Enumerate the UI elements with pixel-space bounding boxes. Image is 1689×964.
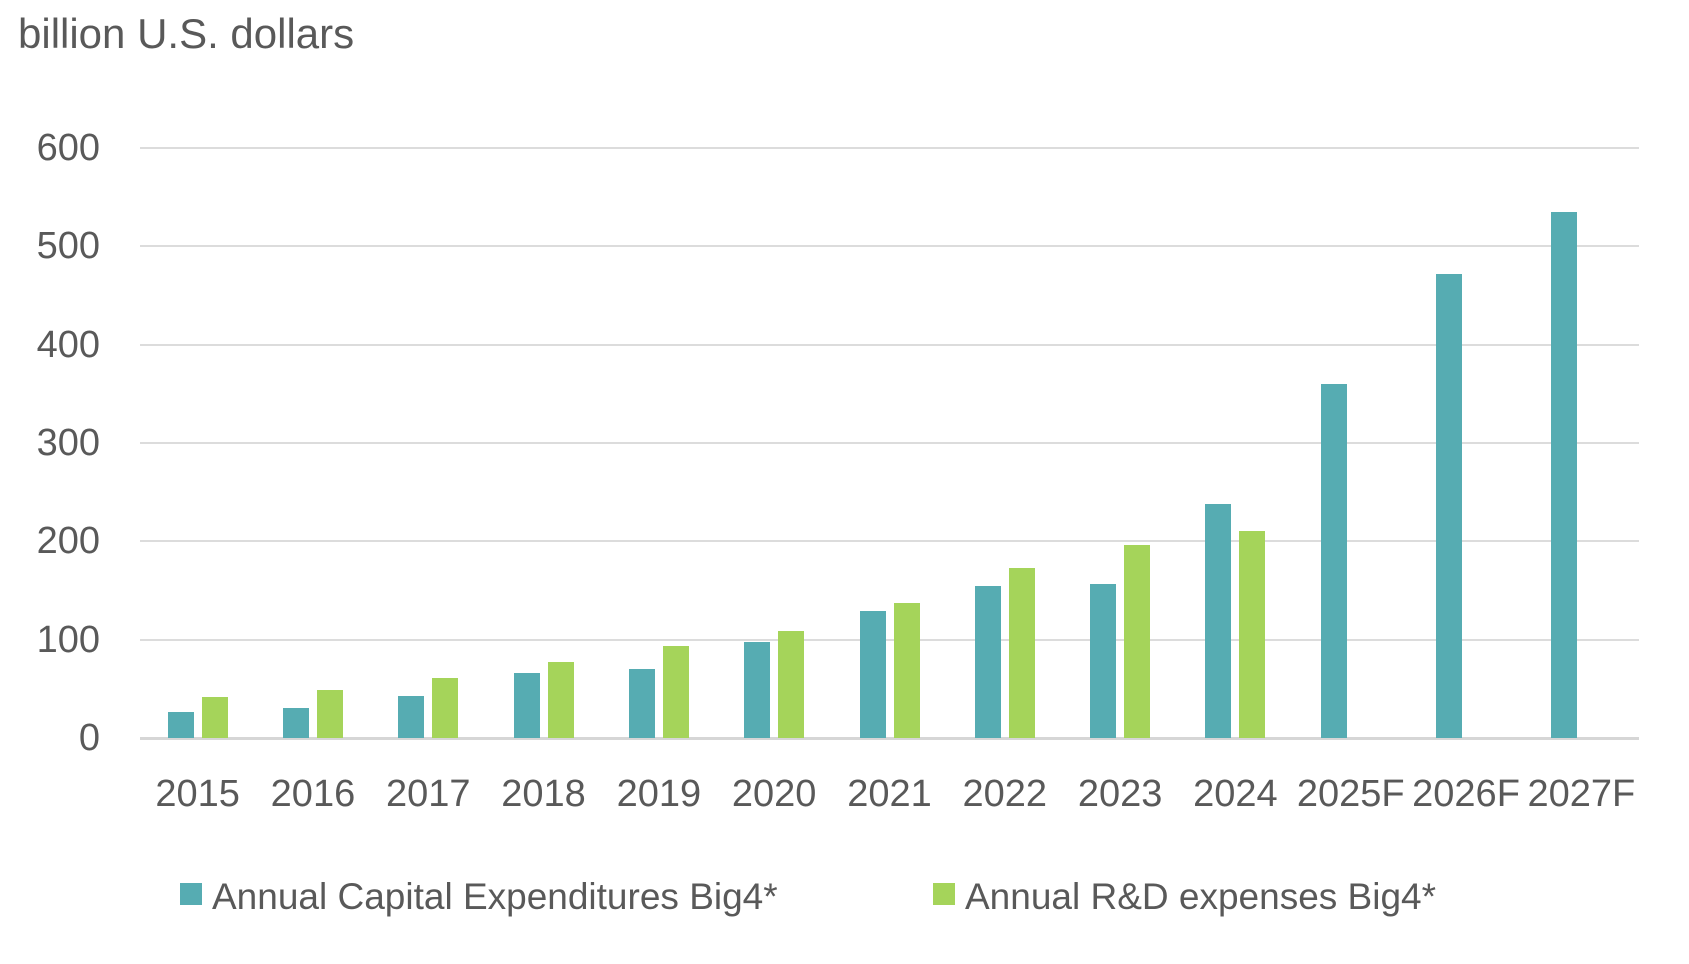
bar-rnd-2015 xyxy=(201,696,228,738)
bar-capex-2023 xyxy=(1090,583,1117,738)
x-axis-label-2022: 2022 xyxy=(962,773,1048,815)
bar-rnd-2019 xyxy=(662,645,689,738)
y-axis-tick-label-600: 600 xyxy=(36,127,100,169)
bar-rnd-2020 xyxy=(778,630,805,738)
bar-rnd-2018 xyxy=(547,662,574,738)
bar-capex-2027F xyxy=(1551,211,1578,738)
x-axis-label-2017: 2017 xyxy=(385,773,471,815)
gridline-600 xyxy=(140,147,1639,149)
x-axis-label-2027F: 2027F xyxy=(1527,773,1636,815)
bar-rnd-2024 xyxy=(1239,530,1266,738)
bar-capex-2022 xyxy=(974,585,1001,738)
bar-rnd-2017 xyxy=(432,678,459,738)
legend-label-capex: Annual Capital Expenditures Big4* xyxy=(212,876,778,917)
gridline-200 xyxy=(140,540,1639,543)
bar-capex-2025F xyxy=(1320,384,1347,738)
bar-rnd-2021 xyxy=(893,603,920,738)
bar-capex-2018 xyxy=(513,673,540,738)
gridline-100 xyxy=(140,638,1639,641)
legend-item-rnd: Annual R&D expenses Big4* xyxy=(933,877,1436,917)
bar-capex-2024 xyxy=(1205,503,1232,738)
bar-rnd-2023 xyxy=(1124,545,1151,738)
x-axis-label-2023: 2023 xyxy=(1077,773,1163,815)
x-axis-label-2025F: 2025F xyxy=(1296,773,1405,815)
legend-swatch-capex-icon xyxy=(180,883,202,905)
y-axis-tick-label-400: 400 xyxy=(36,323,100,366)
bar-capex-2017 xyxy=(398,695,425,738)
x-axis-label-2015: 2015 xyxy=(155,773,240,815)
bar-rnd-2022 xyxy=(1008,567,1035,738)
y-axis-tick-label-100: 100 xyxy=(36,618,100,661)
bar-rnd-2016 xyxy=(316,689,343,738)
gridline-500 xyxy=(140,245,1639,248)
chart-title: billion U.S. dollars xyxy=(18,10,355,57)
y-axis-tick-label-500: 500 xyxy=(36,225,100,268)
gridline-300 xyxy=(140,442,1639,444)
bar-capex-2021 xyxy=(859,611,886,738)
bar-capex-2020 xyxy=(744,641,771,738)
x-axis-label-2018: 2018 xyxy=(501,773,586,815)
x-axis-label-2019: 2019 xyxy=(616,773,702,815)
x-axis-label-2026F: 2026F xyxy=(1412,773,1520,815)
y-axis-tick-label-300: 300 xyxy=(36,422,100,464)
bar-capex-2019 xyxy=(628,669,655,738)
x-axis-label-2024: 2024 xyxy=(1193,773,1278,815)
bar-capex-2016 xyxy=(282,707,309,738)
bar-capex-2026F xyxy=(1436,273,1463,738)
gridline-400 xyxy=(140,343,1639,346)
x-axis-line xyxy=(140,737,1639,740)
y-axis-tick-label-200: 200 xyxy=(36,520,100,563)
x-axis-label-2021: 2021 xyxy=(847,773,932,815)
bar-capex-2015 xyxy=(167,712,194,738)
legend-item-capex: Annual Capital Expenditures Big4* xyxy=(180,877,778,917)
x-axis-label-2016: 2016 xyxy=(270,773,356,815)
legend-swatch-rnd-icon xyxy=(933,883,955,905)
y-axis-tick-label-0: 0 xyxy=(78,717,100,759)
legend-label-rnd: Annual R&D expenses Big4* xyxy=(965,876,1437,917)
x-axis-label-2020: 2020 xyxy=(731,773,817,815)
